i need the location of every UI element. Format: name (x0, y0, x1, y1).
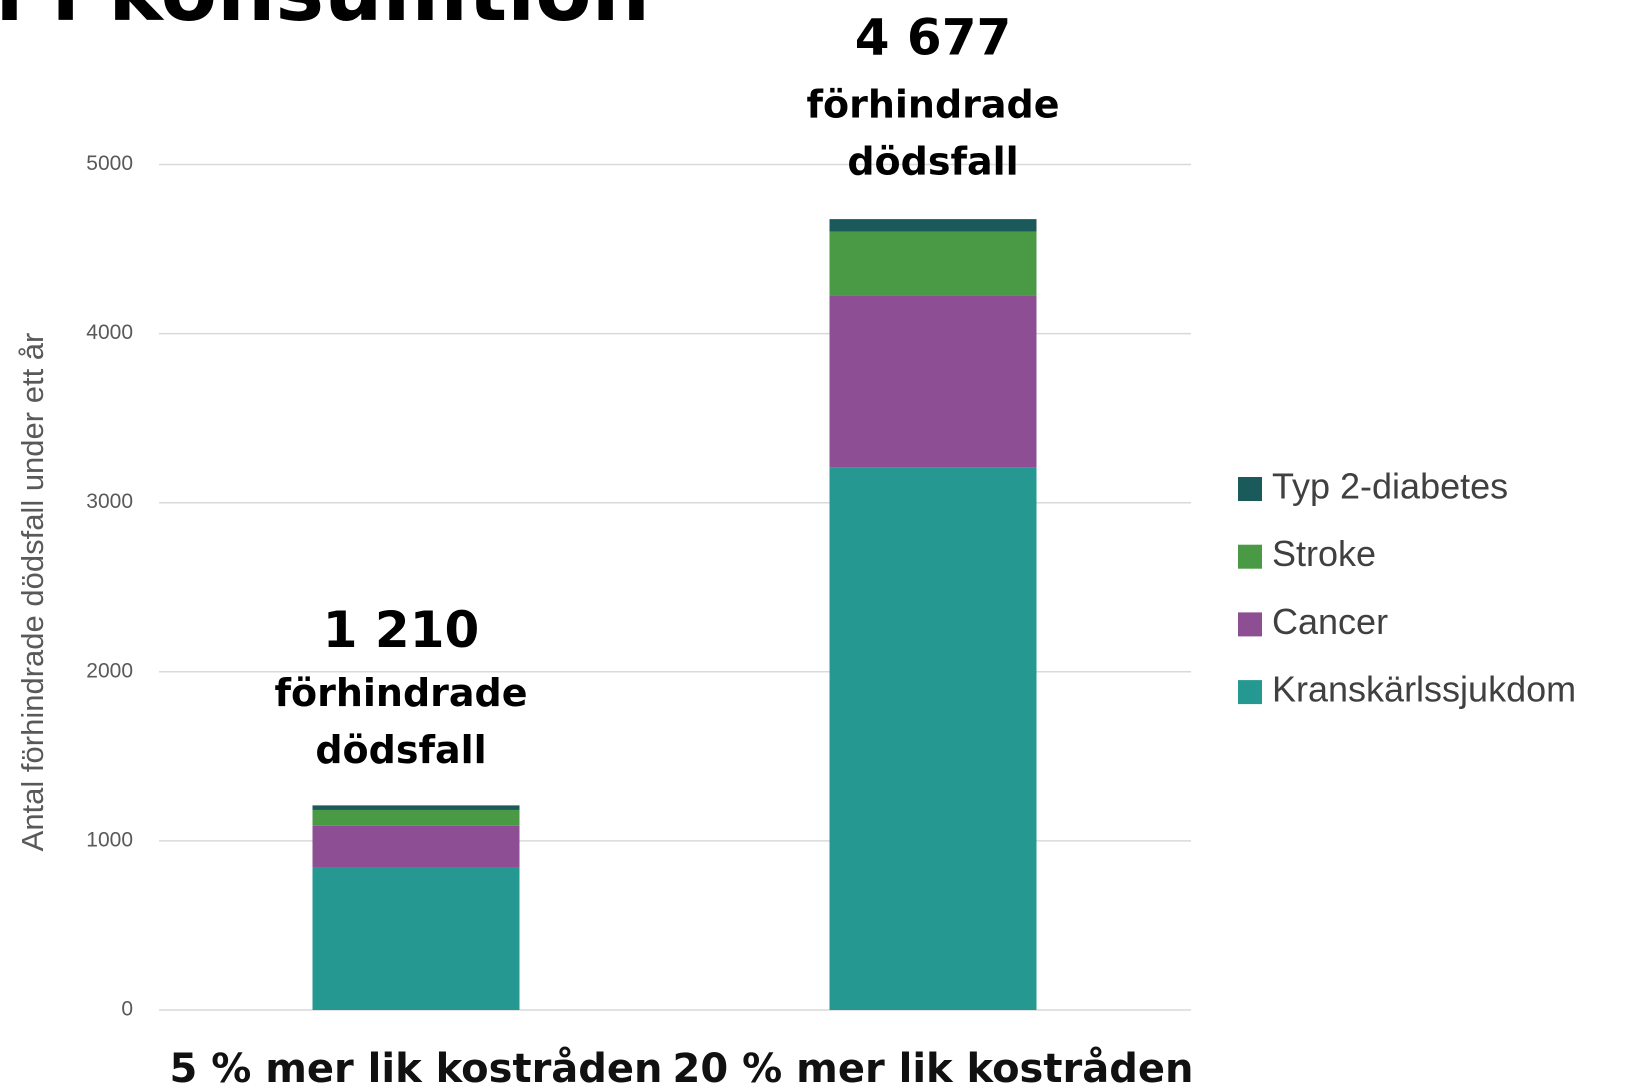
legend-label: Kranskärlssjukdom (1272, 669, 1576, 710)
bar-segment (312, 805, 520, 810)
total-label: 4 677 (855, 9, 1012, 67)
annotation: förhindrade (806, 83, 1059, 127)
y-tick-label: 5000 (86, 152, 133, 175)
legend-label: Typ 2-diabetes (1272, 466, 1508, 507)
legend-label: Cancer (1272, 601, 1388, 642)
annotation: dödsfall (315, 728, 486, 772)
x-tick-label: 5 % mer lik kostråden (169, 1045, 662, 1086)
legend-swatch (1238, 477, 1262, 501)
bar-segment (829, 295, 1037, 468)
bar-segment (829, 231, 1037, 296)
y-tick-label: 2000 (86, 659, 133, 682)
bar-segment (312, 867, 520, 1010)
bar-segment (829, 219, 1037, 232)
annotation: förhindrade (274, 671, 527, 715)
legend-label: Stroke (1272, 533, 1376, 574)
y-tick-label: 1000 (86, 828, 133, 851)
annotation: dödsfall (847, 140, 1018, 184)
chart-title: n i konsumtion (0, 0, 650, 40)
legend-swatch (1238, 680, 1262, 705)
legend-swatch (1238, 612, 1262, 637)
bar-segment (312, 825, 520, 868)
y-tick-label: 0 (121, 998, 133, 1021)
y-tick-label: 4000 (86, 321, 133, 344)
y-axis-label: Antal förhindrade dödsfall under ett år (15, 333, 50, 852)
total-label: 1 210 (323, 601, 480, 659)
bar-segment (829, 467, 1037, 1010)
x-tick-label: 20 % mer lik kostråden (673, 1045, 1194, 1086)
y-tick-label: 3000 (86, 490, 133, 513)
legend-swatch (1238, 544, 1262, 569)
bar-segment (312, 809, 520, 826)
